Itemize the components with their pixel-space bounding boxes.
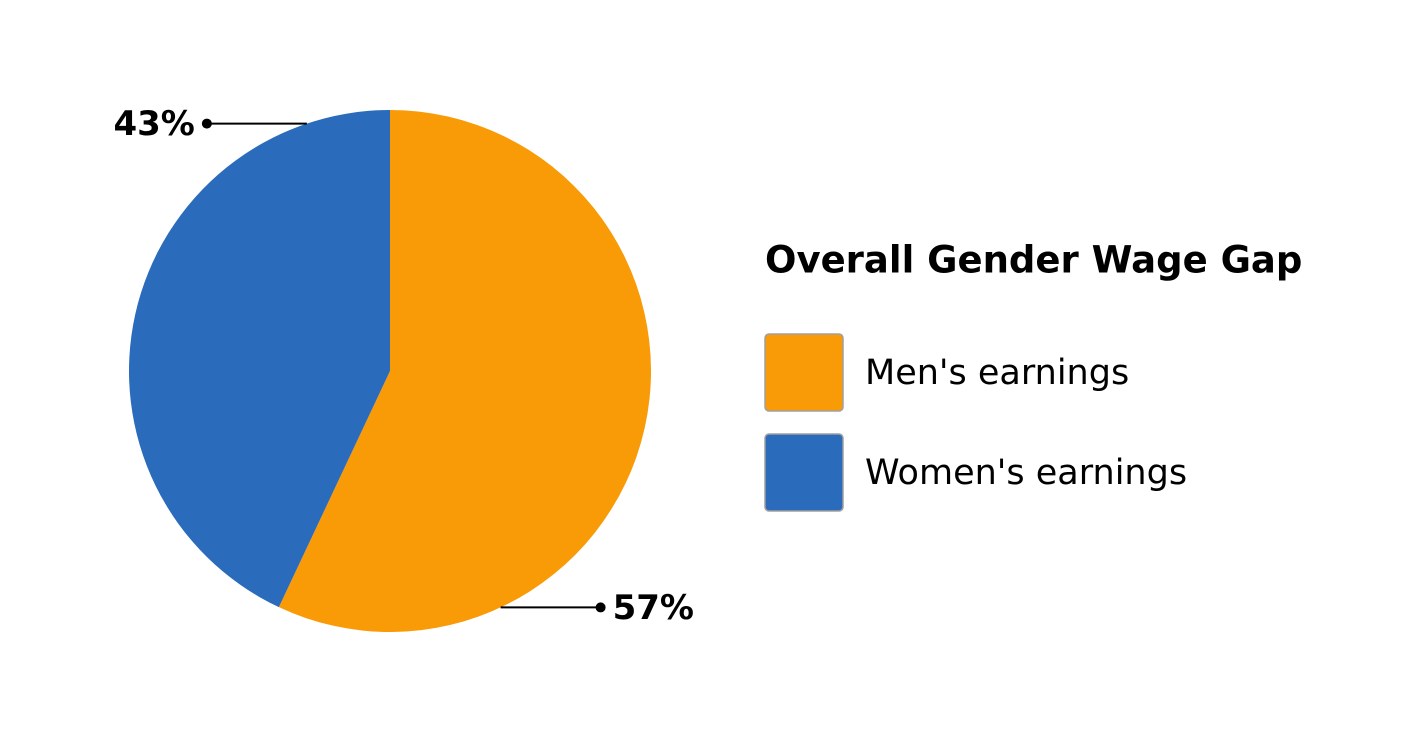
legend-swatch — [764, 433, 844, 512]
legend-swatch — [764, 333, 844, 412]
leader-dot — [595, 602, 606, 613]
legend-label: Women's earnings — [865, 453, 1187, 493]
pie-slice — [278, 110, 651, 632]
value-label: 57% — [613, 588, 694, 628]
value-label: 43% — [113, 104, 194, 144]
legend-label: Men's earnings — [865, 353, 1129, 393]
chart-title: Overall Gender Wage Gap — [765, 239, 1302, 282]
leader-dot — [201, 118, 212, 129]
pie-slice — [129, 110, 390, 608]
